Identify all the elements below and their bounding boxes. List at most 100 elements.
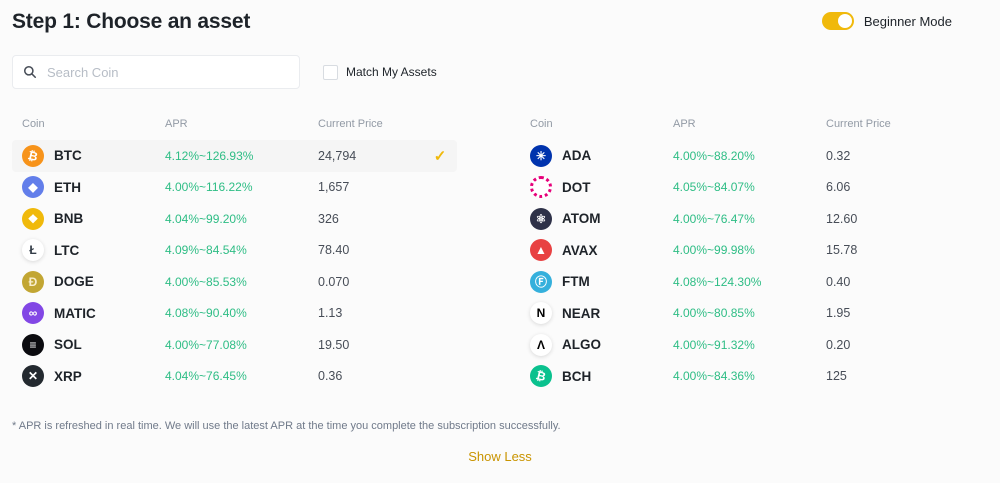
coin-symbol: BTC <box>54 148 82 164</box>
asset-row-ftm[interactable]: Ⓕ FTM 4.08%~124.30% 0.40 <box>530 266 988 298</box>
coin-symbol: FTM <box>562 274 590 290</box>
search-input[interactable] <box>45 63 289 81</box>
show-less-link[interactable]: Show Less <box>468 449 532 464</box>
coin-symbol: MATIC <box>54 305 96 321</box>
coin-symbol: DOT <box>562 179 591 195</box>
search-icon <box>23 65 37 79</box>
beginner-mode-toggle[interactable] <box>821 12 854 30</box>
asset-row-doge[interactable]: Ð DOGE 4.00%~85.53% 0.070 <box>12 266 457 298</box>
asset-row-algo[interactable]: Λ ALGO 4.00%~91.32% 0.20 <box>530 329 988 361</box>
btc-icon: ₿ <box>22 144 44 167</box>
current-price-value: 0.070 <box>318 274 350 289</box>
apr-value: 4.00%~91.32% <box>673 337 755 352</box>
apr-value: 4.08%~124.30% <box>673 274 762 289</box>
apr-value: 4.00%~80.85% <box>673 306 755 321</box>
apr-value: 4.00%~85.53% <box>165 274 247 289</box>
coin-symbol: BCH <box>562 368 592 384</box>
asset-row-bch[interactable]: ₿ BCH 4.00%~84.36% 125 <box>530 361 988 393</box>
column-header-coin: Coin <box>530 118 553 130</box>
current-price-value: 6.06 <box>826 180 851 195</box>
column-header-coin: Coin <box>22 118 45 130</box>
asset-row-btc[interactable]: ₿ BTC 4.12%~126.93% 24,794 ✓ <box>12 140 457 172</box>
ftm-icon: Ⓕ <box>530 270 552 293</box>
apr-value: 4.09%~84.54% <box>165 243 247 258</box>
current-price-value: 125 <box>826 369 847 384</box>
current-price-value: 15.78 <box>826 243 858 258</box>
asset-row-avax[interactable]: ▲ AVAX 4.00%~99.98% 15.78 <box>530 235 988 267</box>
asset-row-atom[interactable]: ⚛ ATOM 4.00%~76.47% 12.60 <box>530 203 988 235</box>
avax-icon: ▲ <box>530 239 552 262</box>
asset-row-ltc[interactable]: Ł LTC 4.09%~84.54% 78.40 <box>12 235 457 267</box>
asset-row-matic[interactable]: ∞ MATIC 4.08%~90.40% 1.13 <box>12 298 457 330</box>
table-header: Coin APR Current Price <box>530 116 988 132</box>
current-price-value: 0.36 <box>318 369 343 384</box>
doge-icon: Ð <box>22 270 44 293</box>
bch-icon: ₿ <box>530 365 552 388</box>
current-price-value: 1,657 <box>318 180 350 195</box>
eth-icon: ◆ <box>22 176 44 199</box>
asset-tables: Coin APR Current Price ₿ BTC 4.12%~126.93%… <box>12 116 988 392</box>
apr-value: 4.12%~126.93% <box>165 148 254 163</box>
page-title: Step 1: Choose an asset <box>12 10 251 33</box>
match-my-assets-label: Match My Assets <box>346 65 437 79</box>
apr-value: 4.05%~84.07% <box>673 180 755 195</box>
beginner-mode-control: Beginner Mode <box>821 12 952 30</box>
topbar: Step 1: Choose an asset Beginner Mode <box>12 8 988 34</box>
asset-row-dot[interactable]: DOT 4.05%~84.07% 6.06 <box>530 172 988 204</box>
current-price-value: 0.20 <box>826 337 851 352</box>
apr-value: 4.00%~76.47% <box>673 211 755 226</box>
apr-value: 4.00%~99.98% <box>673 243 755 258</box>
controls-row: Match My Assets <box>12 55 988 89</box>
asset-row-xrp[interactable]: ✕ XRP 4.04%~76.45% 0.36 <box>12 361 457 393</box>
coin-symbol: LTC <box>54 242 80 258</box>
current-price-value: 19.50 <box>318 337 350 352</box>
current-price-value: 12.60 <box>826 211 858 226</box>
asset-row-eth[interactable]: ◆ ETH 4.00%~116.22% 1,657 <box>12 172 457 204</box>
apr-value: 4.00%~116.22% <box>165 180 253 195</box>
coin-symbol: DOGE <box>54 274 94 290</box>
asset-row-near[interactable]: N NEAR 4.00%~80.85% 1.95 <box>530 298 988 330</box>
apr-disclaimer: * APR is refreshed in real time. We will… <box>12 420 561 432</box>
match-my-assets-control: Match My Assets <box>323 64 437 80</box>
dot-icon <box>530 176 552 199</box>
asset-row-bnb[interactable]: ❖ BNB 4.04%~99.20% 326 <box>12 203 457 235</box>
algo-icon: Λ <box>530 333 552 356</box>
current-price-value: 326 <box>318 211 339 226</box>
current-price-value: 24,794 <box>318 148 357 163</box>
coin-symbol: BNB <box>54 211 84 227</box>
ada-icon: ✳ <box>530 144 552 167</box>
current-price-value: 0.40 <box>826 274 851 289</box>
column-header-current-price: Current Price <box>826 118 891 130</box>
coin-symbol: ETH <box>54 179 81 195</box>
apr-value: 4.00%~77.08% <box>165 337 247 352</box>
asset-table-right: Coin APR Current Price ✳ ADA 4.00%~88.20% 0… <box>530 116 988 392</box>
column-header-current-price: Current Price <box>318 118 383 130</box>
current-price-value: 78.40 <box>318 243 350 258</box>
ltc-icon: Ł <box>22 239 44 262</box>
match-my-assets-checkbox[interactable] <box>323 64 338 80</box>
asset-row-sol[interactable]: ≡ SOL 4.00%~77.08% 19.50 <box>12 329 457 361</box>
column-header-apr: APR <box>673 118 696 130</box>
coin-symbol: ATOM <box>562 211 601 227</box>
atom-icon: ⚛ <box>530 207 552 230</box>
coin-symbol: XRP <box>54 368 82 384</box>
coin-symbol: NEAR <box>562 305 601 321</box>
current-price-value: 1.95 <box>826 306 851 321</box>
toggle-knob-icon <box>837 14 852 28</box>
current-price-value: 1.13 <box>318 306 343 321</box>
asset-table-left: Coin APR Current Price ₿ BTC 4.12%~126.93%… <box>12 116 457 392</box>
xrp-icon: ✕ <box>22 365 44 388</box>
coin-symbol: AVAX <box>562 242 598 258</box>
apr-value: 4.04%~99.20% <box>165 211 247 226</box>
beginner-mode-label: Beginner Mode <box>863 13 952 29</box>
current-price-value: 0.32 <box>826 148 851 163</box>
near-icon: N <box>530 302 552 325</box>
bnb-icon: ❖ <box>22 207 44 230</box>
apr-value: 4.00%~84.36% <box>673 369 755 384</box>
apr-value: 4.00%~88.20% <box>673 148 755 163</box>
coin-symbol: ADA <box>562 148 592 164</box>
apr-value: 4.08%~90.40% <box>165 306 247 321</box>
apr-value: 4.04%~76.45% <box>165 369 247 384</box>
asset-row-ada[interactable]: ✳ ADA 4.00%~88.20% 0.32 <box>530 140 988 172</box>
